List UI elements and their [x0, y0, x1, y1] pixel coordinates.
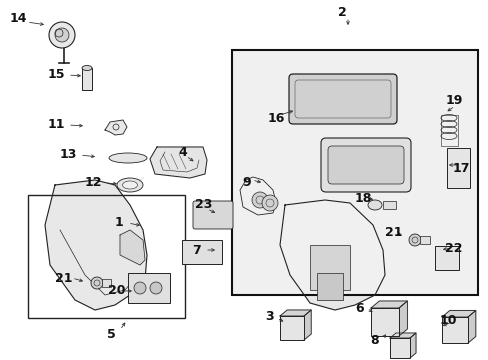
Circle shape: [262, 195, 278, 211]
Bar: [231, 50, 477, 295]
Ellipse shape: [82, 66, 92, 71]
Bar: [309, 245, 349, 290]
Text: 21: 21: [55, 271, 72, 284]
Text: 9: 9: [242, 176, 250, 189]
Bar: [128, 273, 170, 303]
Text: 12: 12: [85, 176, 102, 189]
Circle shape: [55, 28, 69, 42]
Polygon shape: [240, 177, 275, 215]
Text: 16: 16: [267, 112, 285, 125]
Text: 20: 20: [108, 284, 125, 297]
Text: 15: 15: [48, 68, 65, 81]
Text: 18: 18: [354, 192, 372, 204]
Circle shape: [49, 22, 75, 48]
Text: 23: 23: [195, 198, 212, 211]
Ellipse shape: [109, 153, 147, 163]
Polygon shape: [409, 333, 415, 358]
Text: 14: 14: [10, 12, 27, 24]
Ellipse shape: [122, 181, 137, 189]
Circle shape: [134, 282, 146, 294]
Bar: [28, 195, 184, 318]
Bar: [441, 317, 467, 343]
Circle shape: [150, 282, 162, 294]
Bar: [182, 240, 222, 264]
Ellipse shape: [117, 178, 142, 192]
Polygon shape: [389, 333, 415, 338]
Bar: [382, 201, 395, 209]
Polygon shape: [45, 180, 147, 310]
Bar: [82, 68, 92, 90]
Bar: [440, 115, 457, 146]
Circle shape: [91, 277, 103, 289]
Text: 10: 10: [439, 314, 457, 327]
Text: 2: 2: [337, 5, 346, 18]
Ellipse shape: [367, 200, 381, 210]
Polygon shape: [398, 301, 407, 336]
Circle shape: [408, 234, 420, 246]
Polygon shape: [280, 310, 310, 316]
Text: 6: 6: [354, 302, 363, 315]
Bar: [434, 246, 458, 270]
Polygon shape: [150, 147, 206, 178]
Polygon shape: [467, 310, 475, 343]
Polygon shape: [120, 230, 145, 265]
Text: 21: 21: [384, 226, 402, 239]
Text: 7: 7: [192, 243, 201, 256]
Polygon shape: [105, 120, 127, 135]
Text: 17: 17: [452, 162, 469, 175]
Circle shape: [251, 192, 267, 208]
Bar: [280, 316, 304, 340]
Polygon shape: [304, 310, 310, 340]
Bar: [102, 279, 111, 287]
Bar: [446, 148, 469, 188]
Text: 5: 5: [107, 328, 116, 342]
Text: 8: 8: [369, 333, 378, 346]
Text: 19: 19: [445, 94, 463, 107]
Polygon shape: [280, 200, 384, 310]
Text: 3: 3: [264, 310, 273, 323]
FancyBboxPatch shape: [327, 146, 403, 184]
Text: 13: 13: [60, 148, 77, 162]
Text: 1: 1: [115, 216, 123, 230]
Text: 4: 4: [178, 145, 186, 158]
Bar: [389, 338, 409, 358]
Bar: [316, 273, 342, 300]
FancyBboxPatch shape: [193, 201, 232, 229]
Polygon shape: [370, 301, 407, 308]
Text: 22: 22: [444, 242, 462, 255]
FancyBboxPatch shape: [288, 74, 396, 124]
Polygon shape: [441, 310, 475, 317]
FancyBboxPatch shape: [320, 138, 410, 192]
Bar: [370, 308, 398, 336]
Text: 11: 11: [48, 118, 65, 131]
Bar: [419, 236, 429, 244]
